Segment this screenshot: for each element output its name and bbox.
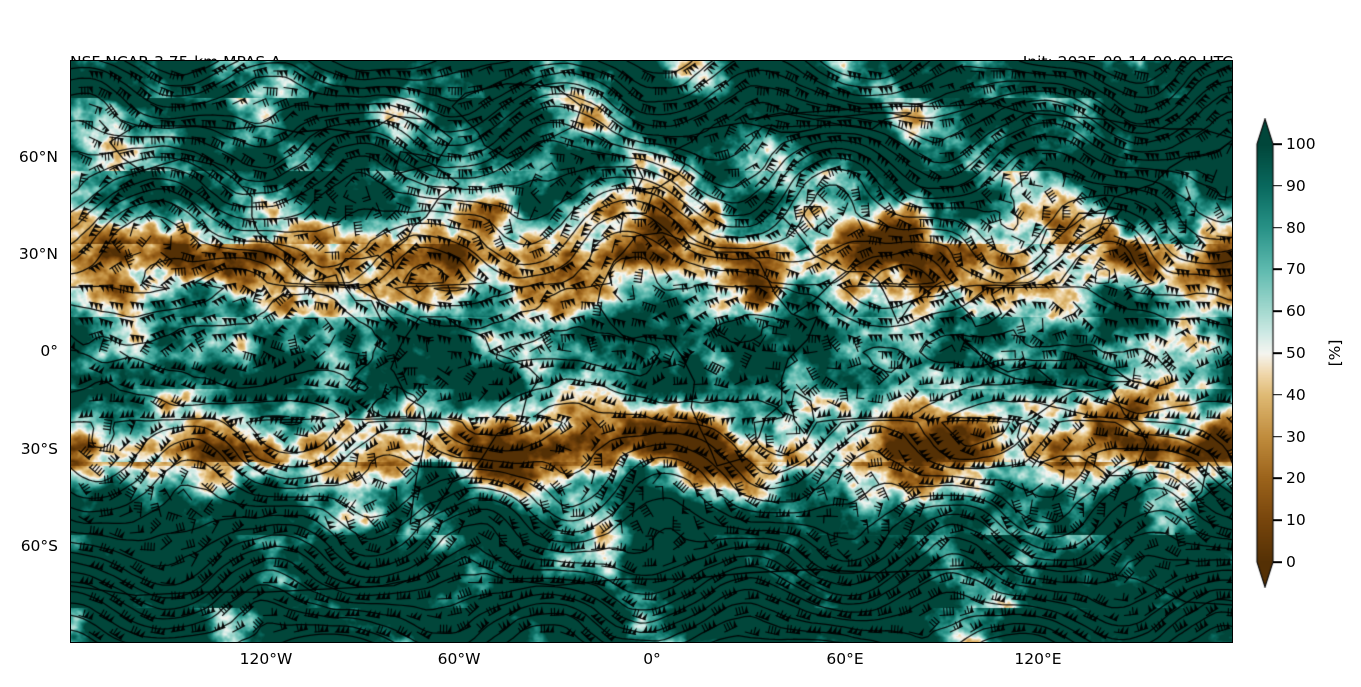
lon-tick-label: 60°W xyxy=(437,650,481,668)
humidity-wind-height-map xyxy=(71,61,1232,642)
lon-tick-label: 60°E xyxy=(826,650,864,668)
colorbar-tick-label: 50 xyxy=(1286,344,1306,362)
colorbar-tick-mark xyxy=(1273,143,1282,145)
colorbar-tick-mark xyxy=(1273,226,1282,229)
colorbar-unit-label: [%] xyxy=(1326,339,1344,367)
lat-tick-label: 30°S xyxy=(20,440,58,458)
colorbar-tick-mark xyxy=(1273,477,1282,480)
colorbar-tick-label: 100 xyxy=(1286,135,1316,153)
colorbar-tick-label: 80 xyxy=(1286,218,1306,237)
lat-tick-label: 30°N xyxy=(18,245,58,263)
colorbar-tick-mark xyxy=(1273,394,1282,396)
map-panel[interactable] xyxy=(70,60,1233,643)
colorbar-tick-label: 70 xyxy=(1286,260,1306,279)
lon-tick-label: 0° xyxy=(643,650,661,668)
lon-tick-label: 120°W xyxy=(239,650,293,668)
lat-tick-label: 0° xyxy=(40,342,58,360)
lat-tick-label: 60°N xyxy=(18,148,58,166)
colorbar-tick-mark xyxy=(1273,519,1282,521)
colorbar-tick-label: 30 xyxy=(1286,427,1306,446)
colorbar-tick-label: 20 xyxy=(1286,469,1306,488)
colorbar-tick-mark xyxy=(1273,268,1282,271)
colorbar-tick-label: 90 xyxy=(1286,176,1306,195)
lat-tick-label: 60°S xyxy=(20,537,58,555)
lon-tick-label: 120°E xyxy=(1014,650,1062,668)
colorbar-tick-mark xyxy=(1273,352,1282,354)
colorbar-tick-mark xyxy=(1273,310,1282,312)
colorbar-tick-label: 10 xyxy=(1286,511,1306,530)
colorbar-tick-label: 60 xyxy=(1286,302,1306,321)
colorbar-tick-mark xyxy=(1273,435,1282,438)
colorbar-tick-mark xyxy=(1273,185,1282,187)
colorbar[interactable]: 100 90 80 70 60 50 40 30 20 10 0 [%] xyxy=(1253,118,1361,588)
colorbar-tick-mark xyxy=(1273,561,1282,563)
colorbar-tick-label: 40 xyxy=(1286,385,1306,404)
colorbar-tick-label: 0 xyxy=(1286,553,1296,571)
